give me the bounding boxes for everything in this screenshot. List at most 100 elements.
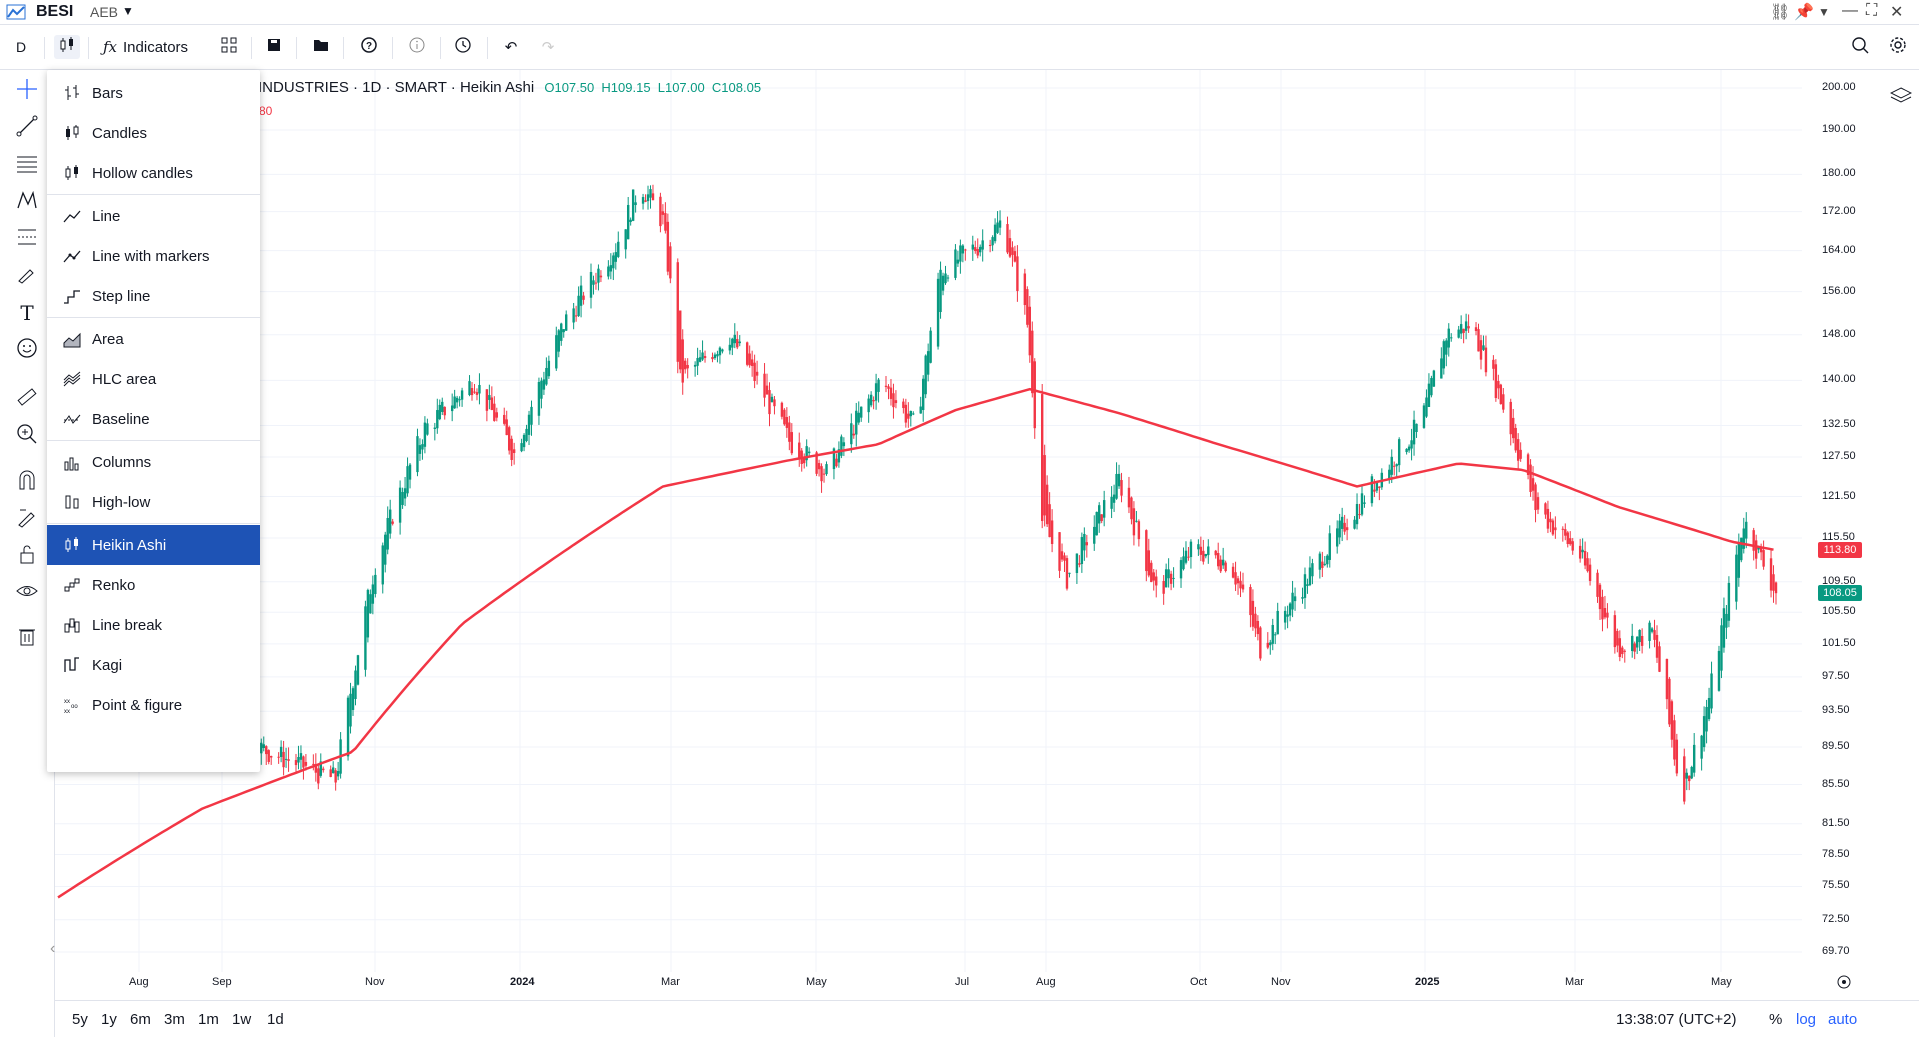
- candle-body: [924, 355, 927, 395]
- brush-tool[interactable]: [12, 261, 42, 291]
- menu-item-line-break[interactable]: Line break: [47, 605, 260, 645]
- info-button[interactable]: [406, 35, 428, 59]
- menu-item-point-figure[interactable]: xx oo xx Point & figure: [47, 685, 260, 725]
- range-button-1y[interactable]: 1y: [101, 1011, 117, 1028]
- visibility-tool[interactable]: [12, 578, 42, 608]
- menu-item-bars[interactable]: Bars: [47, 73, 260, 113]
- magnet-icon: [16, 469, 38, 496]
- candle-body: [1482, 345, 1485, 350]
- range-button-1d[interactable]: 1d: [267, 1011, 284, 1028]
- symbol-name[interactable]: BESI: [36, 3, 74, 20]
- log-toggle[interactable]: log: [1796, 1011, 1817, 1028]
- emoji-tool[interactable]: [12, 335, 42, 365]
- interval-button[interactable]: D: [15, 39, 27, 55]
- candle-body: [1445, 340, 1448, 355]
- candle-body: [1164, 569, 1168, 588]
- redo-button[interactable]: ↷: [537, 35, 559, 59]
- delete-tool[interactable]: [12, 623, 42, 653]
- price-chart[interactable]: [55, 70, 1864, 972]
- menu-item-step-line[interactable]: Step line: [47, 276, 260, 316]
- range-button-6m[interactable]: 6m: [130, 1011, 151, 1028]
- x-axis-label: Jul: [955, 976, 970, 988]
- candle-body: [436, 410, 439, 429]
- symbol-dropdown-icon[interactable]: ▼: [122, 4, 134, 18]
- link-icon[interactable]: ⛓: [1770, 4, 1791, 21]
- window-menu-icon[interactable]: ▼: [1818, 5, 1830, 19]
- horizontal-lines-tool[interactable]: [12, 150, 42, 180]
- menu-item-line-markers[interactable]: Line with markers: [47, 236, 260, 276]
- menu-item-columns[interactable]: Columns: [47, 442, 260, 482]
- menu-item-renko[interactable]: Renko: [47, 565, 260, 605]
- chart-type-menu: Bars Candles Hollow candles Line Line with m…: [47, 70, 260, 772]
- collapse-toolbar-icon[interactable]: ‹: [50, 940, 56, 957]
- candle-body: [1529, 464, 1532, 492]
- text-tool[interactable]: T: [12, 298, 42, 328]
- menu-item-hollow-candles[interactable]: Hollow candles: [47, 153, 260, 193]
- candle-body: [1224, 562, 1227, 571]
- undo-button[interactable]: ↶: [500, 35, 522, 59]
- pattern-tool[interactable]: [12, 187, 42, 217]
- range-button-5y[interactable]: 5y: [72, 1011, 88, 1028]
- menu-item-area[interactable]: Area: [47, 319, 260, 359]
- candle-body: [557, 330, 560, 352]
- save-button[interactable]: [263, 35, 285, 59]
- candle-body: [1033, 361, 1036, 429]
- ruler-tool[interactable]: [12, 384, 42, 414]
- pin-icon[interactable]: 📌: [1794, 4, 1814, 21]
- exchange-name[interactable]: AEB: [90, 4, 119, 20]
- y-axis-label: 109.50: [1822, 574, 1856, 587]
- menu-item-line[interactable]: Line: [47, 196, 260, 236]
- close-icon[interactable]: ✕: [1890, 4, 1904, 21]
- range-button-1w[interactable]: 1w: [232, 1011, 252, 1028]
- layout-button[interactable]: [218, 35, 240, 59]
- candle-body: [661, 211, 665, 215]
- candle-body: [624, 229, 627, 250]
- price-axis[interactable]: 200.00 190.00 180.00 172.00 164.00 156.00 148.…: [1802, 70, 1919, 972]
- open-button[interactable]: [310, 35, 332, 59]
- fib-tool[interactable]: [12, 224, 42, 254]
- candle-body: [460, 390, 464, 400]
- crosshair-tool[interactable]: [12, 76, 42, 106]
- layers-button[interactable]: [1889, 86, 1913, 111]
- candle-body: [1291, 592, 1294, 610]
- candle-body: [594, 282, 598, 284]
- magnet-tool[interactable]: [12, 467, 42, 497]
- axis-settings-button[interactable]: [1836, 974, 1852, 995]
- candle-body: [1494, 364, 1498, 399]
- menu-item-label: Kagi: [92, 656, 123, 674]
- candle-body: [929, 330, 932, 363]
- menu-item-baseline[interactable]: Baseline: [47, 399, 260, 439]
- x-axis-label: May: [1711, 976, 1732, 988]
- zoom-in-tool[interactable]: [12, 421, 42, 451]
- menu-item-candles[interactable]: Candles: [47, 113, 260, 153]
- auto-toggle[interactable]: auto: [1828, 1011, 1858, 1028]
- indicators-button[interactable]: ƒx Indicators: [103, 35, 203, 59]
- menu-item-hlc-area[interactable]: HLC area: [47, 359, 260, 399]
- chart-type-button[interactable]: [54, 35, 80, 59]
- zoom-button[interactable]: [1848, 35, 1872, 59]
- percent-toggle[interactable]: %: [1769, 1011, 1783, 1028]
- minimize-icon[interactable]: —: [1842, 2, 1858, 19]
- menu-item-heikin-ashi[interactable]: Heikin Ashi: [47, 525, 260, 565]
- help-button[interactable]: ?: [358, 35, 380, 59]
- menu-item-high-low[interactable]: High-low: [47, 482, 260, 522]
- drawing-mode-tool[interactable]: [12, 504, 42, 534]
- settings-button[interactable]: [1886, 35, 1910, 59]
- trendline-tool[interactable]: [12, 113, 42, 143]
- range-button-1m[interactable]: 1m: [198, 1011, 219, 1028]
- lock-tool[interactable]: [12, 541, 42, 571]
- candle-body: [1269, 642, 1272, 646]
- range-button-3m[interactable]: 3m: [164, 1011, 185, 1028]
- candle-body: [1598, 584, 1602, 610]
- maximize-icon[interactable]: ⛶: [1866, 2, 1878, 19]
- menu-item-kagi[interactable]: Kagi: [47, 645, 260, 685]
- candle-body: [1363, 502, 1366, 504]
- candle-body: [1115, 473, 1118, 499]
- grid-layout-icon: [221, 37, 237, 57]
- candle-body: [1219, 559, 1222, 572]
- candle-body: [666, 221, 670, 272]
- x-axis-label: 2024: [510, 976, 535, 988]
- candle-body: [1127, 487, 1131, 508]
- replay-button[interactable]: [452, 35, 474, 59]
- candle-body: [441, 401, 444, 412]
